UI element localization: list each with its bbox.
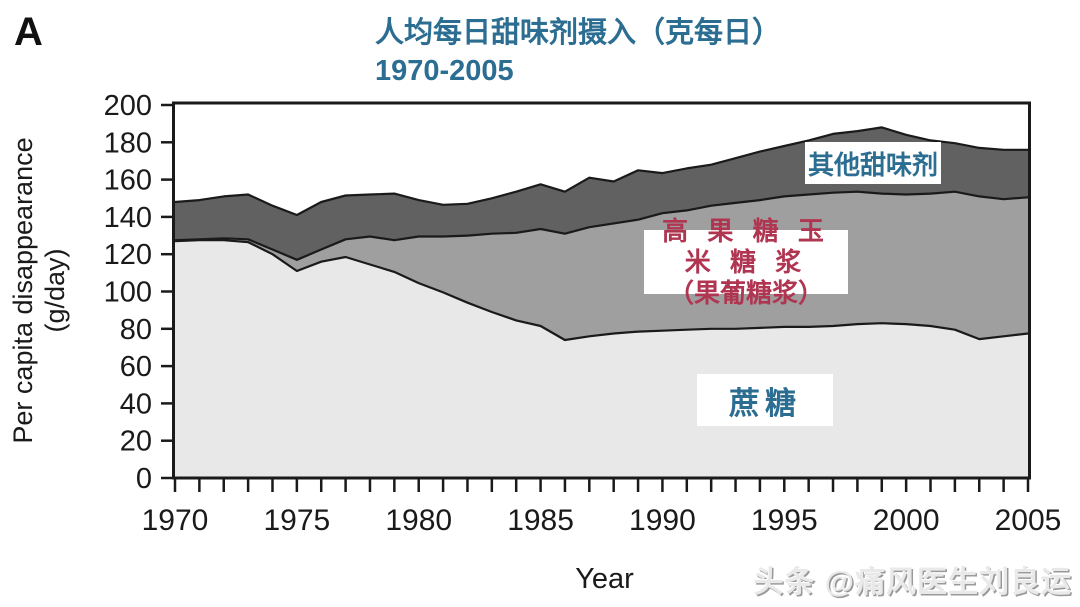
edge-sucrose-top bbox=[174, 239, 1029, 342]
series-label-hfcs: 高 果 糖 玉 米 糖 浆 （果葡糖浆） bbox=[644, 216, 848, 308]
y-tick-label: 140 bbox=[104, 202, 152, 234]
edge-hfcs-top bbox=[174, 190, 1029, 261]
y-axis-title-line2: (g/day) bbox=[40, 248, 70, 332]
x-tick-label: 2000 bbox=[873, 504, 940, 537]
series-label-hfcs-line2: （果葡糖浆） bbox=[667, 277, 824, 308]
x-tick-label: 1995 bbox=[751, 504, 818, 537]
y-tick-label: 180 bbox=[104, 127, 152, 159]
y-tick-label: 120 bbox=[104, 239, 152, 271]
y-tick-label: 80 bbox=[120, 314, 152, 346]
series-label-sucrose: 蔗糖 bbox=[697, 374, 833, 426]
y-tick-label: 160 bbox=[104, 165, 152, 197]
chart-title: 人均每日甜味剂摄入（克每日） 1970-2005 bbox=[375, 14, 781, 90]
watermark: 头条 @痛风医生刘良运 bbox=[753, 566, 1072, 599]
panel-letter: A bbox=[14, 10, 43, 54]
x-tick-label: 1990 bbox=[629, 504, 696, 537]
series-label-other-sweeteners: 其他甜味剂 bbox=[805, 142, 941, 184]
x-tick-label: 1970 bbox=[142, 504, 209, 537]
x-tick-label: 1975 bbox=[263, 504, 330, 537]
y-tick-label: 40 bbox=[120, 388, 152, 420]
x-axis-title: Year bbox=[575, 563, 634, 595]
y-tick-label: 200 bbox=[104, 90, 152, 122]
series-label-other-sweeteners-text: 其他甜味剂 bbox=[807, 149, 938, 180]
x-tick-label: 2005 bbox=[995, 504, 1062, 537]
edge-total bbox=[174, 126, 1028, 217]
y-axis-title-line1: Per capita disappearance bbox=[8, 137, 38, 443]
x-tick-label: 1985 bbox=[507, 504, 574, 537]
chart-title-line1: 人均每日甜味剂摄入（克每日） bbox=[375, 17, 782, 49]
y-tick-label: 20 bbox=[120, 426, 152, 458]
chart-title-line2: 1970-2005 bbox=[375, 55, 514, 87]
x-tick-label: 1980 bbox=[385, 504, 452, 537]
series-label-hfcs-line1: 高 果 糖 玉 米 糖 浆 bbox=[662, 215, 830, 277]
y-tick-label: 60 bbox=[120, 351, 152, 383]
y-tick-label: 0 bbox=[136, 463, 152, 495]
series-label-sucrose-text: 蔗糖 bbox=[729, 385, 801, 421]
y-tick-label: 100 bbox=[104, 277, 152, 309]
